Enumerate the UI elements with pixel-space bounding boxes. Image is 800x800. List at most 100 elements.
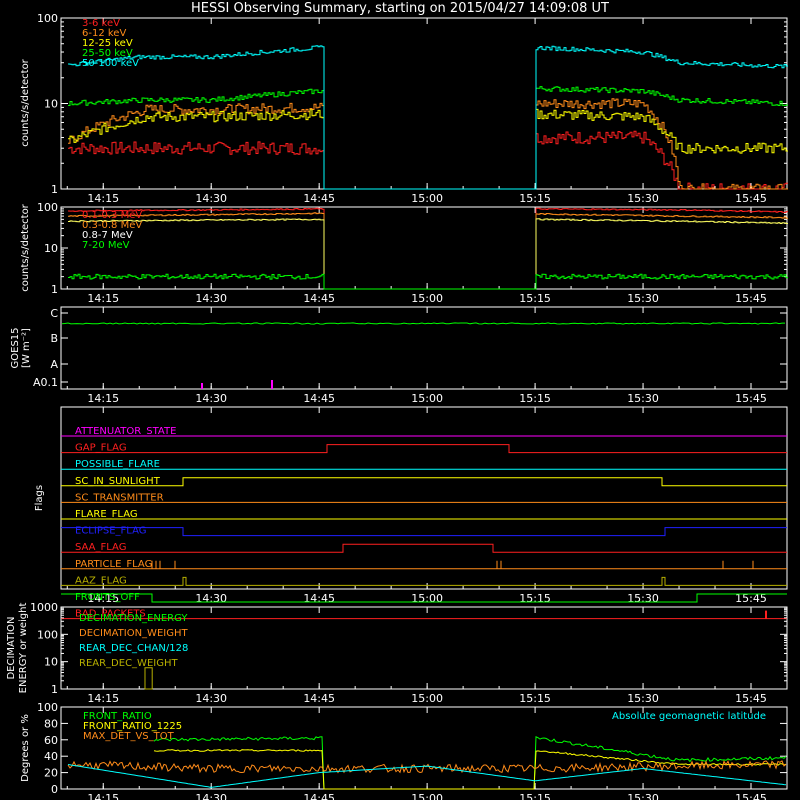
legend-entry: 12-25 keV (82, 38, 133, 49)
legend-entry: 3-6 keV (82, 18, 120, 29)
panel-4-ylabel: Flags (34, 485, 45, 511)
panel-2-y-tick-label: 1 (51, 283, 58, 296)
x-tick-label: 14:15 (87, 792, 119, 800)
x-tick-label: 14:30 (195, 392, 227, 405)
x-tick-label: 15:15 (519, 292, 551, 305)
legend-entry: 0.8-7 MeV (82, 230, 133, 241)
legend-entry: DECIMATION_ENERGY (79, 613, 188, 624)
flag-line (61, 477, 787, 487)
x-tick-label: 15:45 (735, 792, 767, 800)
panel-1-ylabel: counts/s/detector (20, 58, 31, 146)
x-tick-label: 15:45 (735, 692, 767, 705)
series-line (68, 130, 788, 190)
x-tick-label: 14:30 (195, 692, 227, 705)
flag-label: SC_IN_SUNLIGHT (75, 476, 161, 487)
goes-flux-line (61, 322, 785, 325)
x-tick-label: 14:15 (87, 292, 119, 305)
legend-entry: FRONT_RATIO_1225 (83, 721, 182, 732)
panel-1-y-tick-label: 100 (37, 12, 58, 25)
panel-6-y-tick-label: 60 (44, 734, 58, 747)
x-tick-label: 14:30 (195, 292, 227, 305)
flag-label: PARTICLE_FLAG (75, 559, 152, 570)
series-line (67, 759, 787, 774)
goes-y-tick-label: A0.1 (33, 376, 58, 389)
panel-6-y-tick-label: 40 (44, 750, 58, 763)
flag-line (61, 576, 787, 586)
legend-entry: FRONT_RATIO (83, 711, 152, 722)
x-tick-label: 14:15 (87, 592, 119, 605)
legend-entry: REAR_DEC_WEIGHT (79, 658, 178, 669)
x-tick-label: 14:45 (303, 192, 335, 205)
x-tick-label: 15:45 (735, 392, 767, 405)
legend-entry: 6-12 keV (82, 28, 126, 39)
x-tick-label: 14:45 (303, 792, 335, 800)
x-tick-label: 15:30 (627, 292, 659, 305)
legend-entry: 0.1-0.3 MeV (82, 210, 142, 221)
flag-label: FRONTS_OFF (75, 592, 140, 603)
panel-5-y-tick-label: 100 (37, 628, 58, 641)
series-line (68, 45, 788, 190)
legend-entry: 7-20 MeV (82, 240, 130, 251)
x-tick-label: 15:00 (411, 192, 443, 205)
x-tick-label: 15:45 (735, 192, 767, 205)
flag-line (61, 444, 787, 454)
x-tick-label: 14:15 (87, 692, 119, 705)
flag-label: ECLIPSE_FLAG (75, 526, 146, 537)
panel-1-frame (60, 17, 788, 190)
series-line (68, 86, 788, 190)
x-tick-label: 14:30 (195, 792, 227, 800)
panel-5-y-tick-label: 1 (51, 683, 58, 696)
goes-y-tick-label: B (50, 332, 58, 345)
flag-label: SAA_FLAG (75, 542, 126, 553)
flag-label: POSSIBLE_FLARE (75, 459, 160, 470)
legend-entry: 50-100 keV (82, 58, 139, 69)
x-tick-label: 15:00 (411, 692, 443, 705)
chart-title: HESSI Observing Summary, starting on 201… (191, 1, 609, 16)
x-tick-label: 15:00 (411, 792, 443, 800)
x-tick-label: 15:15 (519, 692, 551, 705)
flag-line (61, 527, 787, 537)
series-line (67, 764, 787, 788)
x-tick-label: 15:30 (627, 392, 659, 405)
panel-3-frame (60, 306, 788, 390)
rear-dec-weight-bar (144, 667, 153, 690)
flag-label: ATTENUATOR_STATE (75, 426, 176, 437)
x-tick-label: 14:45 (303, 692, 335, 705)
x-tick-label: 14:15 (87, 192, 119, 205)
goes-y-tick-label: A (50, 358, 58, 371)
panel-2-ylabel: counts/s/detector (20, 203, 31, 291)
panel-6-y-tick-label: 20 (44, 767, 58, 780)
x-tick-label: 14:45 (303, 392, 335, 405)
x-tick-label: 15:15 (519, 792, 551, 800)
x-tick-label: 15:00 (411, 292, 443, 305)
panel-5-ylabel-1: DECIMATION (6, 616, 17, 679)
x-tick-label: 15:15 (519, 592, 551, 605)
x-tick-label: 14:30 (195, 592, 227, 605)
x-tick-label: 14:30 (195, 192, 227, 205)
legend-entry: REAR_DEC_CHAN/128 (79, 643, 188, 654)
flag-line (61, 543, 787, 553)
legend-entry: Absolute geomagnetic latitude (612, 711, 766, 722)
panel-5-ylabel-2: ENERGY or weight (18, 603, 29, 694)
panel-2-y-tick-label: 10 (44, 242, 58, 255)
flag-label: GAP_FLAG (75, 443, 127, 454)
x-tick-label: 15:15 (519, 392, 551, 405)
series-line (68, 273, 788, 290)
panel-6-y-tick-label: 80 (44, 717, 58, 730)
flag-label: SC_TRANSMITTER (75, 492, 164, 503)
goes-y-tick-label: C (50, 307, 58, 320)
x-tick-label: 14:15 (87, 392, 119, 405)
x-tick-label: 15:45 (735, 292, 767, 305)
x-tick-label: 14:45 (303, 292, 335, 305)
x-tick-label: 15:15 (519, 192, 551, 205)
legend-entry: DECIMATION_WEIGHT (79, 628, 188, 639)
flag-label: AAZ_FLAG (75, 575, 127, 586)
panel-3-ylabel-2: [W m⁻²] (21, 328, 32, 368)
panel-3-ylabel-1: GOES15 (10, 327, 21, 368)
x-tick-label: 15:30 (627, 192, 659, 205)
chart-marks-layer: 14:15 14:30 14:45 15:00 15:15 15:30 15:45 14:15… (30, 12, 788, 800)
panel-5-frame (60, 606, 788, 690)
panel-5-y-tick-label: 10 (44, 656, 58, 669)
legend-entry: 0.3-0.8 MeV (82, 220, 142, 231)
